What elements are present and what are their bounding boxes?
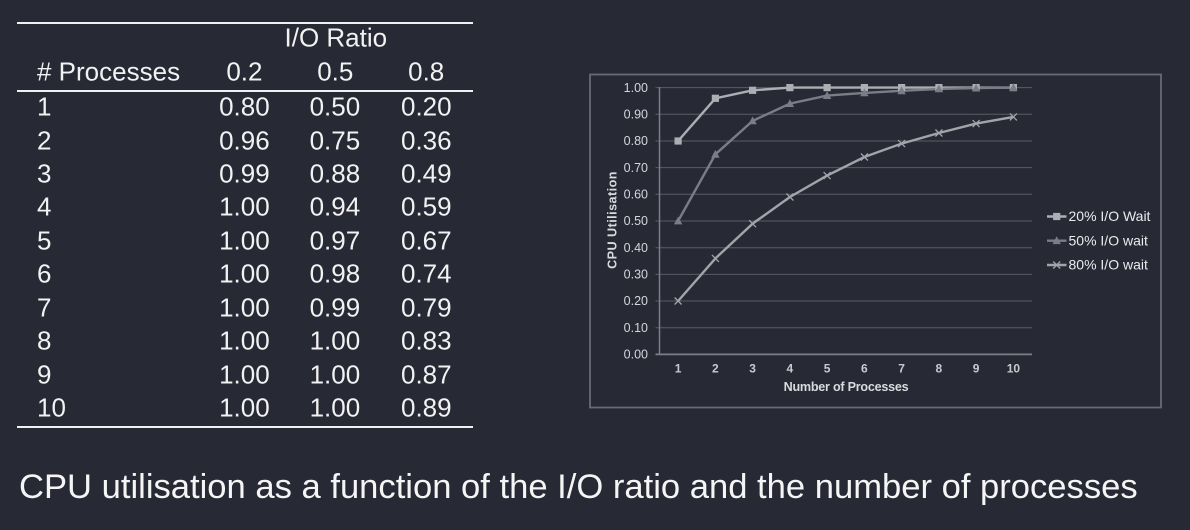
svg-text:3: 3 — [749, 362, 756, 376]
svg-text:1: 1 — [675, 362, 682, 376]
svg-text:0.50: 0.50 — [624, 214, 648, 228]
svg-text:20% I/O Wait: 20% I/O Wait — [1069, 208, 1151, 224]
svg-text:CPU Utilisation: CPU Utilisation — [606, 171, 620, 269]
svg-text:50% I/O wait: 50% I/O wait — [1069, 232, 1148, 248]
svg-text:0.80: 0.80 — [624, 134, 648, 148]
svg-text:8: 8 — [936, 362, 943, 376]
svg-text:2: 2 — [712, 362, 719, 376]
svg-text:0.90: 0.90 — [624, 108, 648, 122]
svg-text:4: 4 — [787, 362, 794, 376]
svg-text:0.10: 0.10 — [624, 321, 648, 335]
svg-text:0.70: 0.70 — [624, 161, 648, 175]
svg-text:Number of Processes: Number of Processes — [784, 380, 909, 394]
svg-text:0.00: 0.00 — [624, 348, 648, 362]
svg-text:80% I/O wait: 80% I/O wait — [1069, 257, 1148, 273]
svg-text:1.00: 1.00 — [624, 81, 648, 95]
svg-text:0.20: 0.20 — [624, 294, 648, 308]
svg-text:9: 9 — [973, 362, 980, 376]
svg-text:0.40: 0.40 — [624, 241, 648, 255]
svg-text:7: 7 — [898, 362, 905, 376]
svg-text:10: 10 — [1007, 362, 1021, 376]
svg-text:5: 5 — [824, 362, 831, 376]
svg-text:0.30: 0.30 — [624, 268, 648, 282]
svg-text:0.60: 0.60 — [624, 188, 648, 202]
svg-text:6: 6 — [861, 362, 868, 376]
